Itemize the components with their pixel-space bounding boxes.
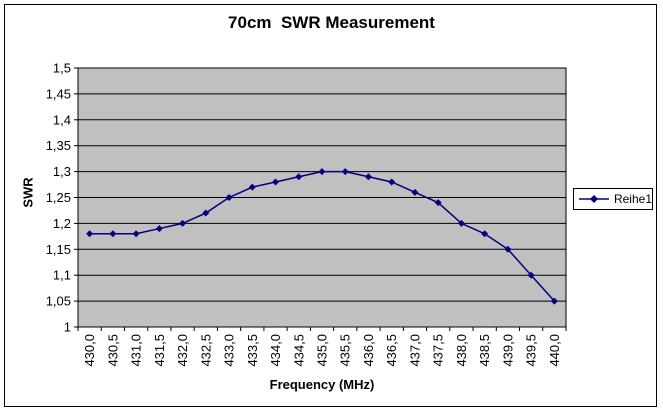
data-point-marker xyxy=(272,178,280,186)
data-point-marker xyxy=(86,230,94,238)
legend: Reihe1 xyxy=(573,188,653,210)
data-point-marker xyxy=(225,194,233,201)
x-tick-label: 438,5 xyxy=(477,334,492,367)
x-tick-label: 431,0 xyxy=(129,334,144,367)
x-tick-label: 433,0 xyxy=(222,334,237,367)
y-tick-label: 1,45 xyxy=(46,86,71,101)
data-point-marker xyxy=(388,178,396,186)
data-point-marker xyxy=(550,297,558,305)
y-tick-label: 1,35 xyxy=(46,138,71,153)
x-tick-label: 432,0 xyxy=(175,334,190,367)
data-point-marker xyxy=(179,219,187,227)
y-tick-label: 1,5 xyxy=(53,61,71,76)
data-point-marker xyxy=(527,271,535,279)
data-point-marker xyxy=(318,168,326,176)
y-tick-label: 1,1 xyxy=(53,268,71,283)
data-point-marker xyxy=(109,230,117,238)
x-tick-label: 440,0 xyxy=(547,334,562,367)
x-tick-label: 430,0 xyxy=(82,334,97,367)
x-tick-label: 436,0 xyxy=(361,334,376,367)
data-point-marker xyxy=(434,199,442,207)
data-point-marker xyxy=(155,225,163,233)
x-tick-label: 436,5 xyxy=(384,334,399,367)
x-tick-label: 435,5 xyxy=(338,334,353,367)
data-point-marker xyxy=(202,209,210,217)
legend-series-marker xyxy=(579,195,609,203)
legend-diamond-icon xyxy=(590,195,598,203)
y-tick-label: 1,2 xyxy=(53,216,71,231)
data-point-marker xyxy=(481,230,489,238)
data-point-marker xyxy=(132,230,140,238)
x-tick-label: 431,5 xyxy=(152,334,167,367)
x-tick-label: 437,5 xyxy=(431,334,446,367)
y-tick-label: 1 xyxy=(64,320,71,335)
y-tick-label: 1,15 xyxy=(46,242,71,257)
y-tick-label: 1,05 xyxy=(46,294,71,309)
data-point-marker xyxy=(341,168,349,176)
x-tick-label: 437,0 xyxy=(407,334,422,367)
legend-series-label: Reihe1 xyxy=(613,192,652,206)
chart-title: 70cm SWR Measurement xyxy=(228,13,435,32)
x-tick-label: 434,0 xyxy=(268,334,283,367)
y-tick-label: 1,3 xyxy=(53,164,71,179)
data-point-marker xyxy=(411,188,419,196)
data-point-marker xyxy=(248,183,256,191)
x-tick-label: 432,5 xyxy=(198,334,213,367)
x-tick-label: 433,5 xyxy=(245,334,260,367)
data-point-marker xyxy=(504,245,512,253)
data-point-marker xyxy=(457,219,465,227)
x-tick-label: 434,5 xyxy=(291,334,306,367)
data-point-marker xyxy=(295,173,303,181)
data-point-marker xyxy=(364,173,372,181)
x-tick-label: 438,0 xyxy=(454,334,469,367)
x-tick-label: 439,0 xyxy=(500,334,515,367)
y-tick-label: 1,4 xyxy=(53,112,71,127)
x-tick-label: 439,5 xyxy=(524,334,539,367)
x-tick-label: 435,0 xyxy=(315,334,330,367)
y-tick-label: 1,25 xyxy=(46,190,71,205)
x-axis-title: Frequency (MHz) xyxy=(269,377,375,392)
x-tick-label: 430,5 xyxy=(105,334,120,367)
